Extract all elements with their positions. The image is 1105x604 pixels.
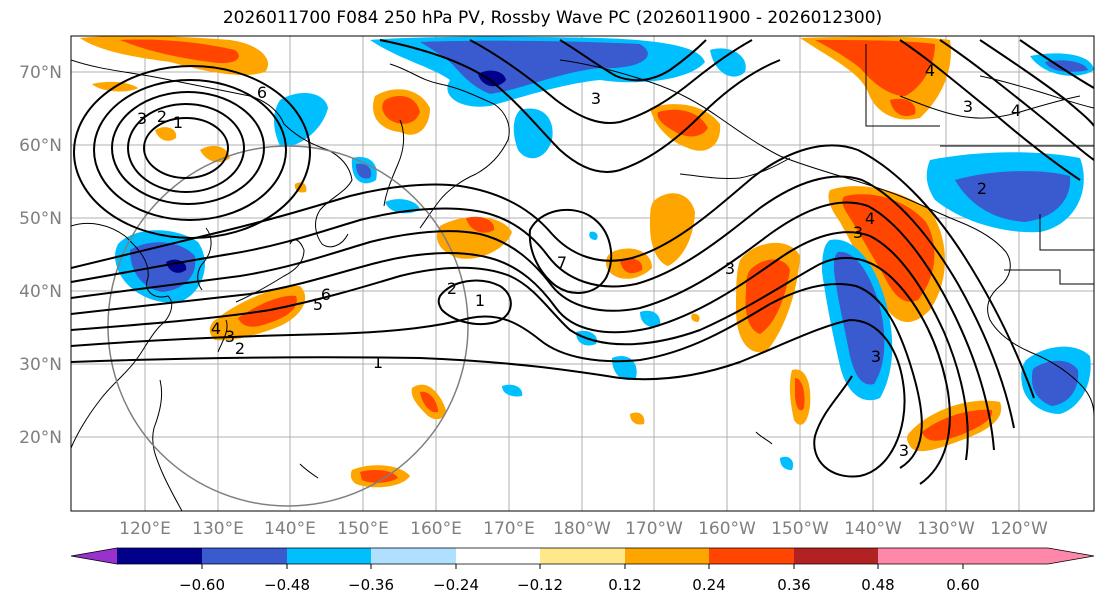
lat-label: 60°N — [19, 136, 62, 156]
colorbar-bin — [794, 548, 878, 564]
lat-label: 20°N — [19, 428, 62, 448]
contour-label: 3 — [725, 259, 735, 278]
contour-label: 5 — [313, 295, 323, 314]
contour-label: 3 — [853, 223, 863, 242]
latitude-labels: 70°N 60°N 50°N 40°N 30°N 20°N — [19, 63, 62, 448]
lat-label: 40°N — [19, 282, 62, 302]
colorbar-bin — [878, 548, 963, 564]
colorbar-bin — [625, 548, 709, 564]
contour-label: 1 — [373, 353, 383, 372]
contour-label: 1 — [475, 291, 485, 310]
colorbar-tick-label: 0.24 — [692, 576, 725, 594]
lat-label: 30°N — [19, 355, 62, 375]
lon-label: 170°E — [483, 519, 535, 539]
contour-label: 7 — [557, 253, 567, 272]
colorbar-extend-low — [71, 548, 117, 564]
colorbar-tick-label: −0.36 — [348, 576, 394, 594]
colorbar-bin — [456, 548, 540, 564]
lon-label: 160°W — [698, 519, 756, 539]
colorbar-bin — [202, 548, 287, 564]
map-title: 2026011700 F084 250 hPa PV, Rossby Wave … — [222, 8, 883, 28]
colorbar-bin — [709, 548, 794, 564]
colorbar-tick-label: 0.12 — [608, 576, 641, 594]
contour-label: 6 — [257, 83, 267, 102]
colorbar-tick-label: 0.36 — [777, 576, 810, 594]
longitude-labels: 120°E 130°E 140°E 150°E 160°E 170°E 180°… — [119, 519, 1048, 539]
reference-circle — [107, 145, 469, 507]
colorbar-bin — [540, 548, 625, 564]
contour-label: 2 — [447, 279, 457, 298]
lon-label: 160°E — [410, 519, 462, 539]
colorbar-tick-label: −0.48 — [264, 576, 310, 594]
lon-label: 130°W — [917, 519, 975, 539]
lon-label: 150°W — [771, 519, 829, 539]
lon-label: 150°E — [337, 519, 389, 539]
contour-label-group: 6 1 2 3 1 2 3 4 5 6 7 1 2 3 3 3 4 3 4 3 … — [137, 61, 1021, 460]
contour-label: 3 — [591, 89, 601, 108]
contour-label: 2 — [157, 107, 167, 126]
colorbar-tick-label: −0.24 — [433, 576, 479, 594]
lon-label: 120°E — [119, 519, 171, 539]
colorbar-tick-label: −0.60 — [179, 576, 225, 594]
contour-label: 2 — [977, 179, 987, 198]
contour-label: 1 — [173, 113, 183, 132]
contour-label: 3 — [225, 327, 235, 346]
colorbar-tick-label: 0.60 — [946, 576, 979, 594]
colorbar: −0.60 −0.48 −0.36 −0.24 −0.12 0.12 0.24 … — [70, 547, 1095, 594]
contour-label: 3 — [871, 347, 881, 366]
lon-label: 130°E — [192, 519, 244, 539]
coastlines — [71, 44, 1094, 511]
colorbar-tick-label: −0.12 — [517, 576, 563, 594]
lon-label: 170°W — [625, 519, 683, 539]
contour-label: 6 — [321, 285, 331, 304]
colorbar-extend-high — [963, 548, 1094, 564]
lon-label: 120°W — [990, 519, 1048, 539]
colorbar-bin — [371, 548, 456, 564]
contour-label: 3 — [137, 109, 147, 128]
contour-label: 4 — [1011, 101, 1021, 120]
colorbar-tick-label: 0.48 — [861, 576, 894, 594]
contour-label: 4 — [211, 319, 221, 338]
map-frame — [70, 35, 1095, 512]
lat-label: 70°N — [19, 63, 62, 83]
lon-label: 140°W — [844, 519, 902, 539]
contour-lines — [71, 39, 1094, 485]
colorbar-outline — [70, 547, 1095, 565]
lat-label: 50°N — [19, 209, 62, 229]
contour-label: 3 — [899, 441, 909, 460]
contour-label: 4 — [925, 61, 935, 80]
contour-label: 2 — [235, 339, 245, 358]
colorbar-bin — [287, 548, 371, 564]
lon-label: 180°W — [553, 519, 611, 539]
contour-label: 3 — [963, 97, 973, 116]
colorbar-bin — [117, 548, 202, 564]
contour-label: 4 — [865, 209, 875, 228]
lon-label: 140°E — [264, 519, 316, 539]
